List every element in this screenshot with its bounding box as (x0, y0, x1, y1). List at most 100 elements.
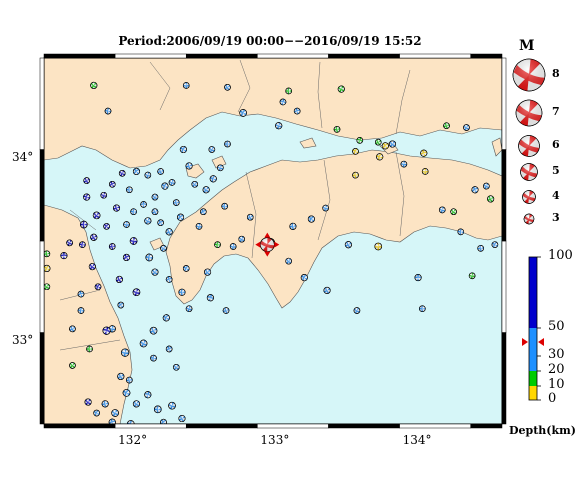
mechanism-13 (376, 153, 384, 161)
mechanism-124 (157, 168, 164, 175)
mechanism-72 (178, 288, 186, 296)
mechanism-56 (221, 202, 228, 210)
mechanism-60 (185, 162, 193, 170)
depth-tick-label-100: 100 (548, 248, 573, 263)
mechanism-119 (108, 180, 116, 188)
mechanism-76 (139, 339, 148, 348)
mechanism-107 (129, 237, 138, 245)
mechanism-5 (239, 109, 247, 117)
mechanism-127 (140, 201, 147, 208)
mechanism-8 (337, 85, 345, 93)
mechanism-68 (160, 245, 167, 252)
mechanism-110 (66, 239, 73, 247)
mechanism-9 (293, 107, 301, 115)
mechanism-67 (165, 228, 173, 236)
mechanism-30 (491, 241, 499, 248)
magnitude-legend-symbol-8 (512, 58, 546, 92)
main-event-pointer-3 (255, 241, 261, 248)
mechanism-92 (126, 420, 135, 424)
mechanism-135 (44, 283, 51, 291)
mechanism-112 (80, 220, 88, 229)
mechanism-115 (113, 204, 121, 212)
mechanism-45 (214, 241, 221, 248)
mechanism-35 (374, 242, 383, 251)
magnitude-legend-label-8: 8 (552, 67, 560, 80)
mechanism-133 (44, 250, 51, 258)
mechanism-1 (90, 81, 98, 89)
mechanism-77 (150, 354, 157, 362)
mechanism-128 (130, 208, 137, 216)
magnitude-legend-symbol-6 (518, 135, 540, 157)
mechanism-33 (414, 274, 422, 282)
mechanism-43 (323, 286, 331, 294)
mechanism-83 (132, 400, 140, 408)
latitude-label-2: 33° (12, 332, 34, 347)
magnitude-legend-label-4: 4 (552, 189, 560, 202)
mechanism-50 (222, 307, 230, 314)
mechanism-10 (275, 122, 283, 130)
mechanism-23 (352, 171, 359, 179)
mechanism-131 (157, 219, 164, 226)
mechanism-47 (204, 268, 212, 276)
mechanism-104 (88, 263, 96, 271)
mechanism-62 (208, 146, 216, 153)
mechanism-75 (149, 326, 158, 335)
mechanism-113 (92, 211, 101, 220)
mechanism-36 (344, 241, 352, 249)
mechanism-74 (162, 314, 170, 322)
mechanism-137 (69, 362, 76, 369)
mechanism-40 (285, 257, 292, 265)
mechanism-125 (161, 182, 169, 190)
mechanism-28 (483, 182, 490, 190)
mechanism-103 (94, 283, 102, 291)
depth-legend (522, 256, 544, 401)
depth-unit-label: Depth(km) (509, 424, 576, 437)
mechanism-126 (151, 193, 159, 201)
mechanism-134 (44, 264, 51, 272)
mechanism-82 (122, 389, 131, 397)
land-island-east (491, 137, 502, 157)
mechanism-118 (83, 177, 90, 184)
magnitude-legend (512, 58, 546, 225)
mechanism-57 (200, 208, 207, 216)
mechanism-101 (132, 288, 141, 297)
depth-tick-label-10: 10 (548, 377, 565, 392)
mechanism-14 (381, 142, 389, 150)
mechanism-58 (195, 223, 203, 230)
land-island-5 (299, 137, 317, 149)
latitude-label-1: 34° (12, 149, 34, 164)
period-title: Period:2006/09/19 00:00−−2016/09/19 15:5… (118, 34, 422, 48)
mechanism-32 (468, 272, 476, 280)
mechanism-12 (374, 138, 382, 146)
mechanism-46 (229, 243, 237, 250)
mechanism-44 (353, 307, 361, 314)
mechanism-20 (421, 168, 429, 175)
mechanism-27 (471, 186, 479, 194)
mechanism-26 (457, 228, 465, 236)
magnitude-legend-label-5: 5 (552, 164, 560, 177)
mechanism-100 (117, 301, 125, 309)
longitude-label-2: 133° (260, 433, 290, 447)
main-event-pointer-2 (264, 251, 271, 257)
mechanism-24 (438, 206, 446, 214)
depth-tick-label-20: 20 (548, 362, 565, 377)
mechanism-130 (151, 208, 159, 216)
magnitude-legend-symbol-5 (520, 163, 538, 181)
magnitude-legend-symbol-7 (515, 99, 543, 127)
mechanism-4 (224, 83, 231, 91)
depth-tick-label-0: 0 (548, 391, 557, 406)
mechanism-17 (420, 149, 428, 157)
mechanism-90 (101, 400, 109, 408)
main-event-pointer-1 (264, 232, 271, 238)
mechanism-3 (182, 82, 190, 89)
mechanism-52 (246, 213, 254, 221)
longitude-label-3: 134° (402, 433, 432, 447)
mechanism-123 (144, 171, 152, 179)
mechanism-98 (102, 326, 111, 335)
depth-marker-right (538, 338, 544, 346)
mechanism-11 (333, 126, 341, 133)
mechanism-53 (202, 186, 210, 194)
mechanism-117 (83, 193, 91, 201)
magnitude-legend-symbol-4 (522, 190, 536, 204)
